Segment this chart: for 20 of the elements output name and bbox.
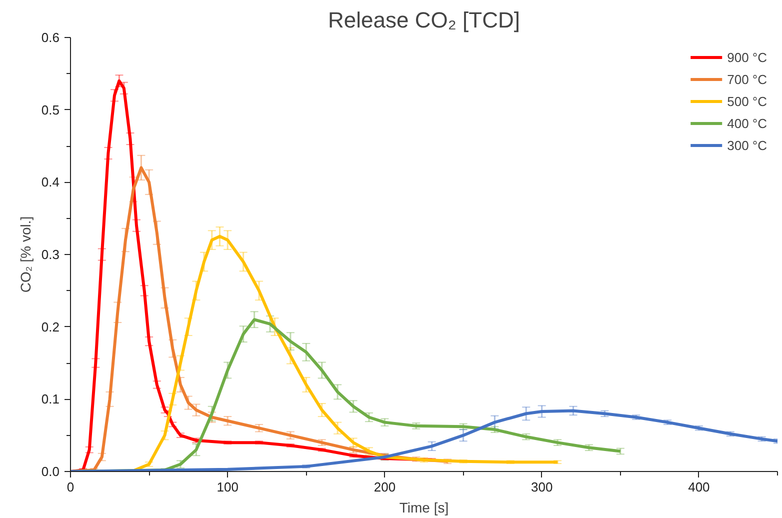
legend-label: 900 °C — [727, 50, 767, 64]
legend-label: 400 °C — [727, 116, 767, 130]
x-tick-label: 400 — [688, 480, 710, 494]
y-tick-label: 0.3 — [41, 247, 60, 262]
legend-label: 300 °C — [727, 138, 767, 152]
x-tick-label: 0 — [66, 480, 74, 494]
x-tick-label: 300 — [530, 480, 553, 494]
legend-label: 700 °C — [727, 72, 767, 86]
x-tick-label: 100 — [216, 480, 238, 494]
x-axis-title: Time [s] — [399, 500, 449, 516]
y-axis-title: CO₂ [% vol.] — [17, 216, 34, 293]
x-tick-label: 200 — [374, 480, 396, 494]
y-tick-label: 0.4 — [41, 174, 60, 190]
legend-label: 500 °C — [727, 94, 767, 108]
y-tick-label: 0.1 — [41, 392, 60, 407]
y-tick-label: 0.0 — [41, 464, 60, 479]
y-tick-label: 0.6 — [41, 30, 60, 45]
y-tick-label: 0.2 — [41, 319, 60, 334]
chart-title: Release CO₂ [TCD] — [328, 8, 520, 32]
y-tick-label: 0.5 — [41, 102, 60, 118]
